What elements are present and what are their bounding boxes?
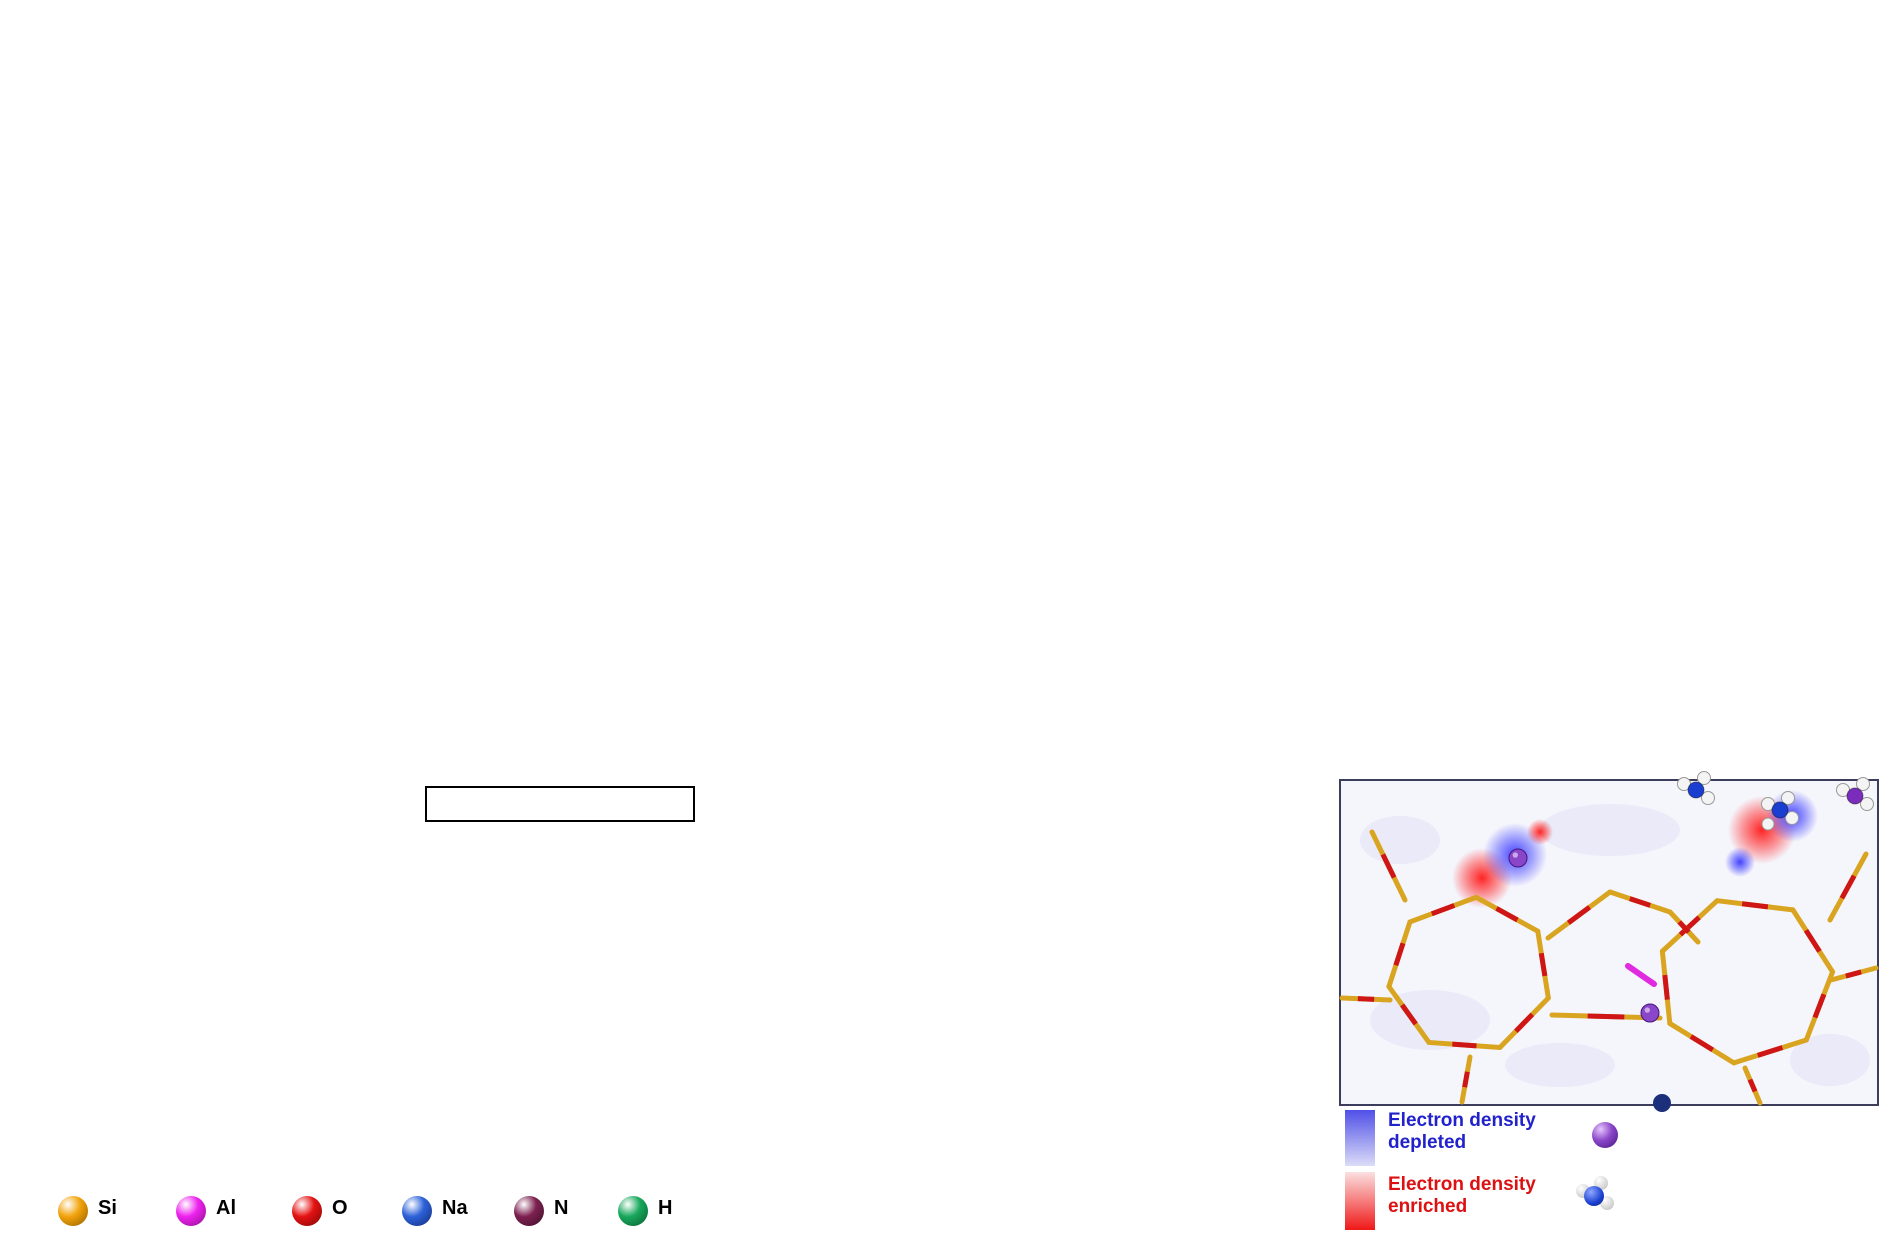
panel-c-tpd [40,395,680,770]
n-legend-sphere [514,1196,544,1226]
enriched-label-line1: Electron density [1388,1174,1536,1195]
al-legend-sphere [176,1196,206,1226]
enriched-label-line2: enriched [1388,1196,1468,1217]
h-legend-sphere [618,1196,648,1226]
o-legend-sphere [292,1196,322,1226]
panel-d-ftir-temp [692,395,1192,770]
panel-e-ylabel [1292,403,1316,693]
panel-b-al-nmr [858,0,1348,335]
density-map-svg [1339,771,1879,1112]
panel-h-density-map: Electron density depleted Electron density… [1310,770,1884,1239]
h-legend-label: H [658,1197,673,1219]
panel-f-title [425,786,695,822]
na-legend-label: Na [442,1197,468,1219]
si-legend-sphere [58,1196,88,1226]
na-legend-sphere [402,1196,432,1226]
panel-d-ylabel [668,403,692,693]
n-legend-label: N [554,1197,569,1219]
depleted-label-line2: depleted [1388,1132,1467,1153]
al-legend-label: Al [216,1197,236,1219]
depleted-label-line1: Electron density [1388,1110,1536,1131]
panel-e-ftir-nh3 [1240,395,1884,770]
h-atom-icon [1600,1196,1614,1210]
atom-color-legend: Si Al O Na N H [28,1192,708,1238]
si-legend-label: Si [98,1197,117,1219]
nh3-legend-icon [1576,1176,1620,1220]
panel-g-ylabel [714,838,740,1190]
panel-c-ylabel [50,403,74,693]
panel-g-adsorption [692,770,1322,1200]
enriched-gradient-bar [1345,1172,1375,1230]
panel-a-si-nmr [292,0,792,335]
panel-f-structure [0,770,700,1239]
n-atom-icon [1584,1186,1604,1206]
na-plus-legend-sphere [1592,1122,1618,1148]
depleted-gradient-bar [1345,1110,1375,1166]
o-legend-label: O [332,1197,348,1219]
